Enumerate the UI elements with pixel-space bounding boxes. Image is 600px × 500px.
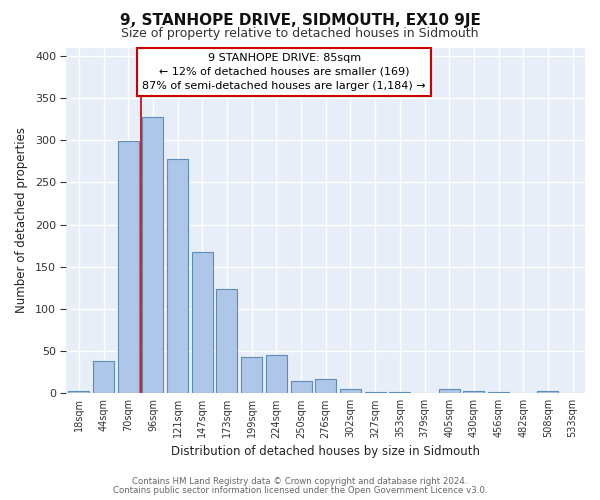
Y-axis label: Number of detached properties: Number of detached properties — [15, 128, 28, 314]
Text: 9 STANHOPE DRIVE: 85sqm
← 12% of detached houses are smaller (169)
87% of semi-d: 9 STANHOPE DRIVE: 85sqm ← 12% of detache… — [142, 52, 426, 90]
Bar — [365, 392, 386, 394]
Bar — [118, 141, 139, 394]
Bar — [192, 252, 213, 394]
Bar — [290, 380, 311, 394]
Text: Size of property relative to detached houses in Sidmouth: Size of property relative to detached ho… — [121, 28, 479, 40]
Bar — [389, 392, 410, 394]
Bar — [241, 357, 262, 394]
Text: 9, STANHOPE DRIVE, SIDMOUTH, EX10 9JE: 9, STANHOPE DRIVE, SIDMOUTH, EX10 9JE — [119, 12, 481, 28]
Bar — [538, 391, 559, 394]
Bar — [340, 389, 361, 394]
Bar — [315, 379, 336, 394]
Bar — [167, 159, 188, 394]
X-axis label: Distribution of detached houses by size in Sidmouth: Distribution of detached houses by size … — [171, 444, 480, 458]
Bar — [93, 362, 114, 394]
Bar — [439, 389, 460, 394]
Bar — [463, 391, 484, 394]
Bar — [266, 354, 287, 394]
Bar — [68, 391, 89, 394]
Text: Contains HM Land Registry data © Crown copyright and database right 2024.: Contains HM Land Registry data © Crown c… — [132, 477, 468, 486]
Text: Contains public sector information licensed under the Open Government Licence v3: Contains public sector information licen… — [113, 486, 487, 495]
Bar — [488, 392, 509, 394]
Bar — [217, 288, 238, 394]
Bar — [142, 116, 163, 394]
